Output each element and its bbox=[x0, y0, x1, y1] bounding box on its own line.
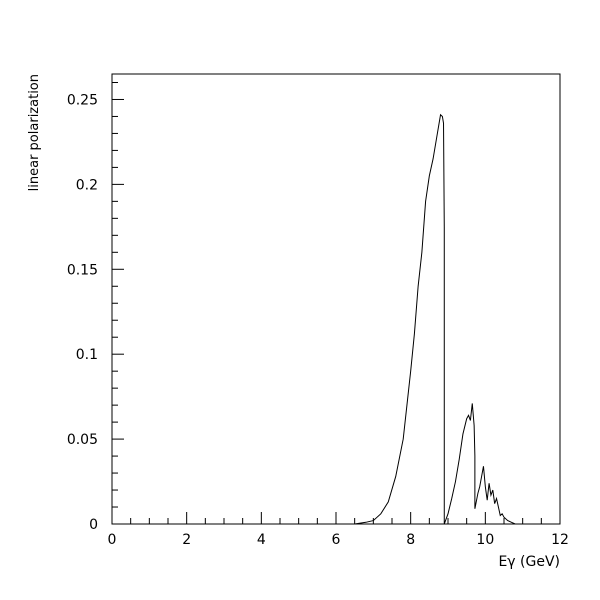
x-axis-label: Eγ (GeV) bbox=[498, 554, 560, 570]
plot-frame bbox=[111, 73, 561, 525]
x-tick-label: 6 bbox=[332, 532, 341, 548]
x-tick-label: 0 bbox=[108, 532, 117, 548]
minor-ticks bbox=[112, 81, 542, 524]
y-axis-ticks: 0 0.05 0.1 0.15 0.2 0.25 bbox=[67, 92, 124, 533]
y-tick-label: 0.25 bbox=[67, 92, 98, 108]
x-tick-label: 2 bbox=[182, 532, 191, 548]
x-axis-ticks: 0 2 4 6 8 10 12 bbox=[108, 512, 569, 548]
x-tick-label: 8 bbox=[406, 532, 415, 548]
x-tick-label: 4 bbox=[257, 532, 266, 548]
y-tick-label: 0.15 bbox=[67, 262, 98, 278]
x-tick-label: 10 bbox=[476, 532, 494, 548]
y-tick-label: 0 bbox=[89, 517, 98, 533]
y-tick-label: 0.2 bbox=[76, 177, 98, 193]
series-line bbox=[345, 113, 516, 525]
y-tick-label: 0.05 bbox=[67, 432, 98, 448]
y-axis-label: linear polarization bbox=[27, 74, 42, 191]
y-tick-label: 0.1 bbox=[76, 347, 98, 363]
x-tick-label: 12 bbox=[551, 532, 569, 548]
